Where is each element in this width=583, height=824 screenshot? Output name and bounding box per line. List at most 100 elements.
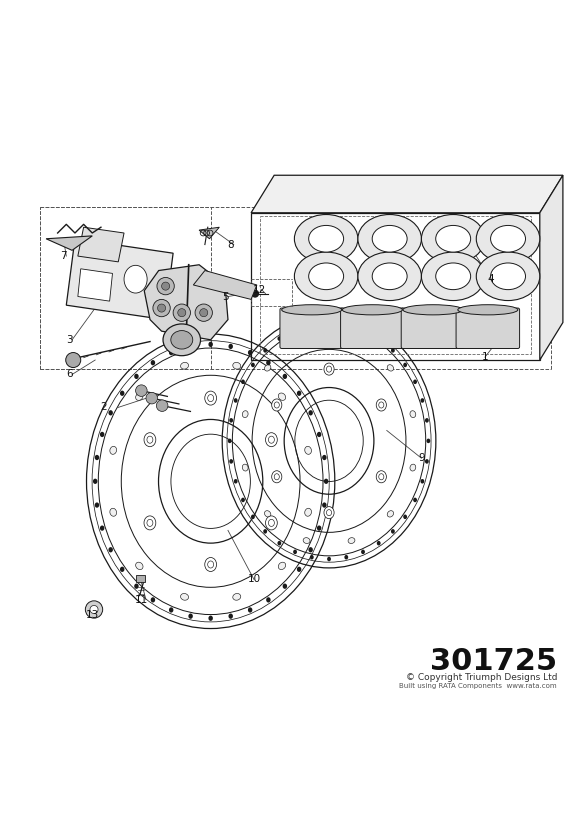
Ellipse shape [308, 226, 343, 252]
Ellipse shape [150, 597, 155, 602]
Polygon shape [251, 213, 540, 360]
Ellipse shape [490, 226, 525, 252]
Ellipse shape [209, 342, 213, 347]
Ellipse shape [410, 410, 416, 418]
Ellipse shape [305, 447, 311, 454]
Ellipse shape [322, 455, 326, 460]
Ellipse shape [94, 455, 99, 460]
Ellipse shape [208, 561, 213, 568]
Ellipse shape [324, 479, 328, 484]
Text: 1: 1 [482, 352, 488, 362]
Ellipse shape [317, 526, 321, 531]
Ellipse shape [205, 558, 216, 572]
Ellipse shape [229, 418, 233, 423]
Ellipse shape [163, 324, 201, 356]
Ellipse shape [100, 526, 104, 531]
Ellipse shape [229, 459, 233, 464]
Circle shape [251, 289, 259, 297]
Ellipse shape [413, 380, 417, 384]
Ellipse shape [266, 597, 271, 602]
Ellipse shape [490, 263, 525, 290]
Circle shape [161, 282, 170, 290]
Circle shape [173, 304, 191, 321]
Ellipse shape [136, 562, 143, 569]
Ellipse shape [241, 380, 245, 384]
Ellipse shape [181, 363, 188, 369]
Ellipse shape [278, 562, 286, 569]
Ellipse shape [305, 508, 311, 517]
Ellipse shape [147, 436, 153, 443]
Ellipse shape [293, 550, 297, 555]
Ellipse shape [144, 433, 156, 447]
Ellipse shape [268, 519, 275, 527]
Ellipse shape [120, 567, 124, 572]
Ellipse shape [134, 583, 139, 589]
Ellipse shape [233, 593, 241, 600]
Ellipse shape [294, 214, 358, 263]
Ellipse shape [358, 252, 422, 301]
Ellipse shape [420, 479, 424, 484]
Ellipse shape [229, 344, 233, 349]
Text: 12: 12 [253, 284, 266, 295]
Text: 8: 8 [227, 240, 234, 250]
Ellipse shape [458, 305, 518, 315]
Ellipse shape [324, 507, 334, 518]
Circle shape [178, 309, 186, 316]
Ellipse shape [348, 339, 355, 344]
Ellipse shape [345, 555, 348, 559]
Ellipse shape [243, 410, 248, 418]
Polygon shape [251, 176, 563, 213]
Ellipse shape [278, 393, 286, 400]
Ellipse shape [327, 557, 331, 561]
Ellipse shape [265, 516, 278, 530]
Ellipse shape [169, 607, 173, 612]
Ellipse shape [324, 363, 334, 375]
Ellipse shape [358, 214, 422, 263]
Ellipse shape [283, 583, 287, 589]
Polygon shape [199, 227, 219, 239]
FancyBboxPatch shape [280, 308, 343, 349]
Polygon shape [78, 269, 113, 301]
Ellipse shape [476, 252, 540, 301]
Circle shape [146, 392, 157, 404]
Ellipse shape [181, 593, 188, 600]
Text: Built using RATA Components  www.rata.com: Built using RATA Components www.rata.com [399, 683, 557, 689]
Ellipse shape [308, 263, 343, 290]
Text: 9: 9 [418, 453, 425, 463]
Ellipse shape [264, 529, 267, 534]
Text: 13: 13 [86, 611, 99, 620]
Ellipse shape [297, 567, 301, 572]
Ellipse shape [379, 474, 384, 480]
Ellipse shape [377, 541, 381, 545]
Circle shape [195, 304, 212, 321]
Polygon shape [540, 176, 563, 360]
Ellipse shape [387, 365, 394, 371]
Ellipse shape [265, 433, 278, 447]
Ellipse shape [310, 322, 314, 327]
Ellipse shape [413, 498, 417, 503]
Ellipse shape [93, 479, 97, 484]
Circle shape [136, 385, 147, 396]
Ellipse shape [251, 514, 255, 519]
Ellipse shape [248, 607, 252, 612]
Ellipse shape [376, 399, 387, 411]
Ellipse shape [234, 479, 238, 484]
Ellipse shape [426, 438, 430, 443]
Ellipse shape [425, 459, 429, 464]
Ellipse shape [234, 398, 238, 403]
Polygon shape [78, 227, 124, 262]
Ellipse shape [387, 511, 394, 517]
Ellipse shape [266, 360, 271, 365]
Ellipse shape [188, 614, 193, 619]
Ellipse shape [120, 391, 124, 396]
Ellipse shape [391, 529, 395, 534]
Polygon shape [66, 239, 173, 320]
Polygon shape [194, 270, 257, 299]
Text: © Copyright Triumph Designs Ltd: © Copyright Triumph Designs Ltd [406, 673, 557, 682]
Ellipse shape [282, 305, 342, 315]
Ellipse shape [108, 547, 113, 552]
Polygon shape [46, 236, 92, 250]
Ellipse shape [361, 550, 365, 555]
Circle shape [66, 353, 80, 368]
Ellipse shape [278, 336, 281, 341]
